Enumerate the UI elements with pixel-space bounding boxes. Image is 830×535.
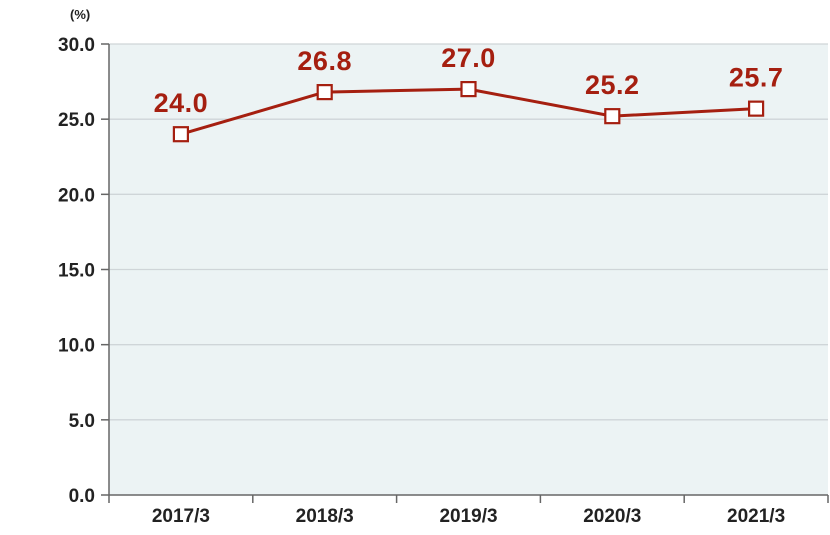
axes: 0.0 5.0 10.0 15.0 20.0 25.0 30.0 2017/3 2018/3 20… [58, 35, 829, 527]
x-tick-label: 2018/3 [296, 506, 354, 527]
data-label: 26.8 [297, 46, 352, 76]
data-labels: 24.0 26.8 27.0 25.2 25.7 [154, 43, 784, 118]
y-tick-label: 10.0 [58, 336, 95, 357]
data-label: 24.0 [154, 88, 209, 118]
y-tick-label: 30.0 [58, 35, 95, 56]
data-label: 25.2 [585, 70, 640, 100]
y-tick-label: 15.0 [58, 261, 95, 282]
data-point-marker [172, 126, 189, 143]
y-axis-unit-label: (%) [70, 7, 90, 22]
data-point-marker [460, 80, 477, 98]
data-point-marker [747, 100, 765, 117]
y-tick-label: 0.0 [69, 486, 95, 507]
series [172, 80, 765, 143]
y-tick-label: 20.0 [58, 185, 95, 206]
x-tick-label: 2019/3 [439, 506, 497, 527]
y-tick-label: 5.0 [69, 411, 95, 432]
data-label: 25.7 [729, 63, 784, 93]
y-tick-label: 25.0 [58, 110, 95, 131]
data-point-marker [316, 84, 333, 101]
data-point-marker [604, 108, 621, 125]
data-label: 27.0 [441, 43, 496, 73]
x-tick-label: 2017/3 [152, 506, 210, 527]
x-tick-label: 2021/3 [727, 506, 785, 527]
x-tick-label: 2020/3 [583, 506, 641, 527]
gridlines [109, 43, 828, 421]
